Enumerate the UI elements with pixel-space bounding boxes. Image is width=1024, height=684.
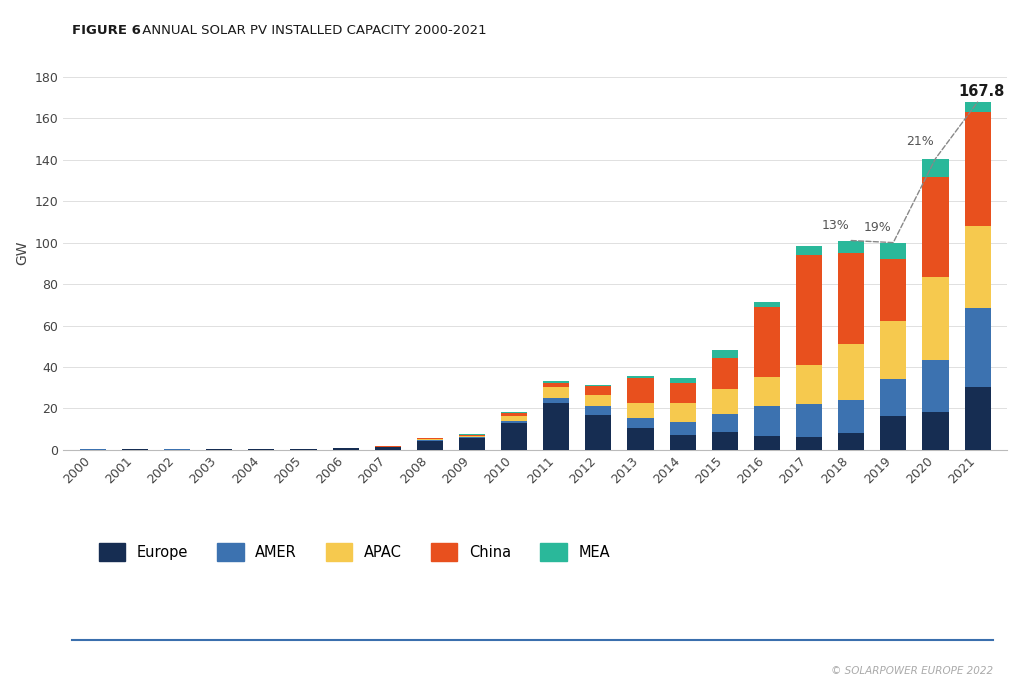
Bar — [754, 307, 780, 378]
Bar — [965, 112, 990, 226]
Bar — [838, 241, 864, 253]
Text: 19%: 19% — [864, 222, 892, 235]
Text: 13%: 13% — [821, 220, 850, 233]
Bar — [796, 438, 822, 450]
Text: FIGURE 6: FIGURE 6 — [72, 24, 140, 37]
Bar — [459, 436, 485, 437]
Bar — [501, 423, 527, 450]
Bar — [501, 412, 527, 416]
Y-axis label: GW: GW — [15, 241, 29, 265]
Bar — [881, 380, 906, 416]
Bar — [965, 387, 990, 450]
Bar — [838, 400, 864, 433]
Bar — [670, 382, 695, 404]
Bar — [712, 389, 738, 414]
Bar — [881, 416, 906, 450]
Bar — [628, 376, 653, 378]
Bar — [628, 428, 653, 450]
Bar — [501, 416, 527, 421]
Bar — [543, 382, 569, 386]
Legend: Europe, AMER, APAC, China, MEA: Europe, AMER, APAC, China, MEA — [99, 543, 610, 561]
Bar — [459, 437, 485, 438]
Bar — [712, 432, 738, 450]
Bar — [670, 378, 695, 382]
Bar — [923, 159, 948, 177]
Bar — [586, 406, 611, 415]
Bar — [501, 421, 527, 423]
Bar — [965, 226, 990, 308]
Bar — [965, 102, 990, 112]
Bar — [586, 395, 611, 406]
Text: 167.8: 167.8 — [958, 84, 1005, 99]
Bar — [248, 449, 274, 450]
Bar — [838, 433, 864, 450]
Bar — [754, 302, 780, 307]
Bar — [754, 378, 780, 406]
Bar — [712, 350, 738, 358]
Bar — [965, 308, 990, 387]
Bar — [796, 404, 822, 438]
Bar — [923, 277, 948, 360]
Bar — [543, 386, 569, 398]
Bar — [754, 436, 780, 450]
Bar — [838, 253, 864, 344]
Bar — [923, 177, 948, 277]
Bar — [670, 404, 695, 422]
Bar — [459, 435, 485, 436]
Bar — [881, 259, 906, 321]
Bar — [712, 414, 738, 432]
Bar — [628, 378, 653, 404]
Bar — [543, 398, 569, 404]
Bar — [796, 365, 822, 404]
Bar — [417, 440, 443, 450]
Bar — [923, 360, 948, 412]
Bar — [586, 386, 611, 395]
Text: © SOLARPOWER EUROPE 2022: © SOLARPOWER EUROPE 2022 — [831, 666, 993, 676]
Bar — [838, 344, 864, 400]
Text: ANNUAL SOLAR PV INSTALLED CAPACITY 2000-2021: ANNUAL SOLAR PV INSTALLED CAPACITY 2000-… — [138, 24, 486, 37]
Bar — [754, 406, 780, 436]
Bar — [796, 255, 822, 365]
Bar — [670, 436, 695, 450]
Bar — [670, 422, 695, 436]
Bar — [881, 321, 906, 380]
Bar — [628, 404, 653, 418]
Bar — [417, 439, 443, 440]
Bar — [923, 412, 948, 450]
Bar — [586, 415, 611, 450]
Bar — [543, 404, 569, 450]
Bar — [375, 447, 400, 450]
Bar — [333, 448, 358, 450]
Bar — [459, 438, 485, 450]
Bar — [881, 243, 906, 259]
Bar — [628, 418, 653, 428]
Bar — [291, 449, 316, 450]
Text: 21%: 21% — [906, 135, 934, 148]
Bar — [796, 246, 822, 255]
Bar — [712, 358, 738, 389]
Bar — [586, 384, 611, 386]
